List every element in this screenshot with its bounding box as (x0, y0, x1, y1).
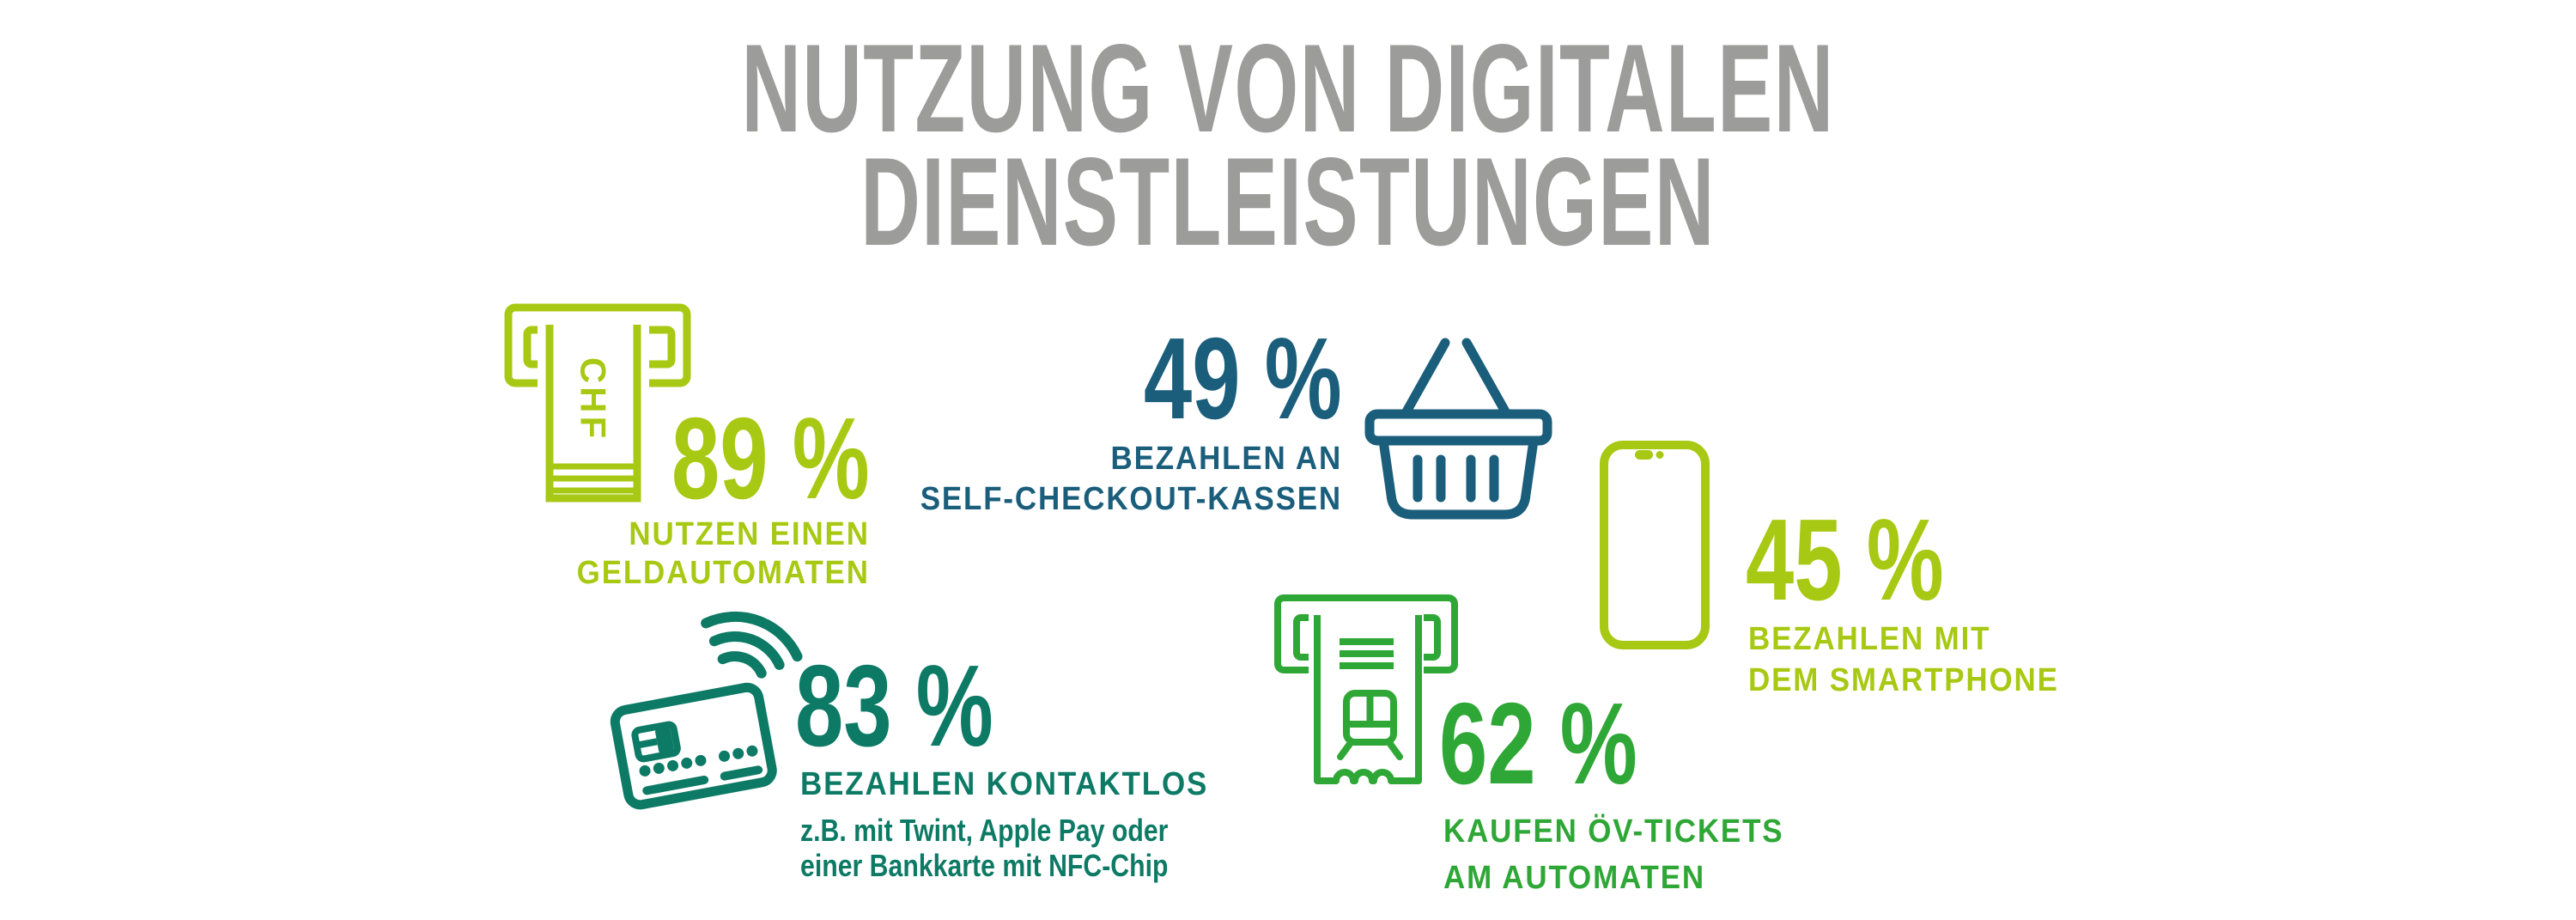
stat-value-geldautomat: 89 % (671, 393, 870, 523)
stat-label-geldautomat: NUTZEN EINEN GELDAUTOMATEN (576, 516, 870, 591)
stat-label-self-checkout: BEZAHLEN AN SELF-CHECKOUT-KASSEN (920, 441, 1342, 517)
ticket-machine-icon (1271, 593, 1461, 792)
contactless-card-icon (592, 604, 816, 862)
stat-value-self-checkout: 49 % (1144, 314, 1342, 443)
nfc-waves-icon (701, 611, 803, 679)
stat-value-smartphone: 45 % (1746, 495, 1944, 625)
stat-label-smartphone: BEZAHLEN MIT DEM SMARTPHONE (1748, 621, 2059, 698)
stat-value-oev-tickets: 62 % (1439, 679, 1637, 808)
smartphone-icon (1599, 440, 1710, 650)
smartphone-camera-dot (1656, 451, 1664, 459)
stat-label-kontaktlos: BEZAHLEN KONTAKTLOS (800, 766, 1209, 802)
stat-note-kontaktlos: z.B. mit Twint, Apple Pay oder einer Ban… (800, 813, 1169, 883)
bank-card-shape (610, 682, 777, 810)
stat-value-kontaktlos: 83 % (795, 641, 993, 771)
smartphone-speaker-pill (1635, 450, 1653, 460)
stat-label-oev-tickets: KAUFEN ÖV-TICKETS AM AUTOMATEN (1443, 813, 1784, 896)
atm-note-currency-label: CHF (574, 357, 614, 442)
train-pictogram (1337, 690, 1403, 760)
shopping-basket-icon (1361, 329, 1552, 520)
atm-cash-dispenser-icon: CHF (498, 301, 704, 511)
page-title: NUTZUNG VON DIGITALEN DIENSTLEISTUNGEN (741, 18, 1835, 271)
